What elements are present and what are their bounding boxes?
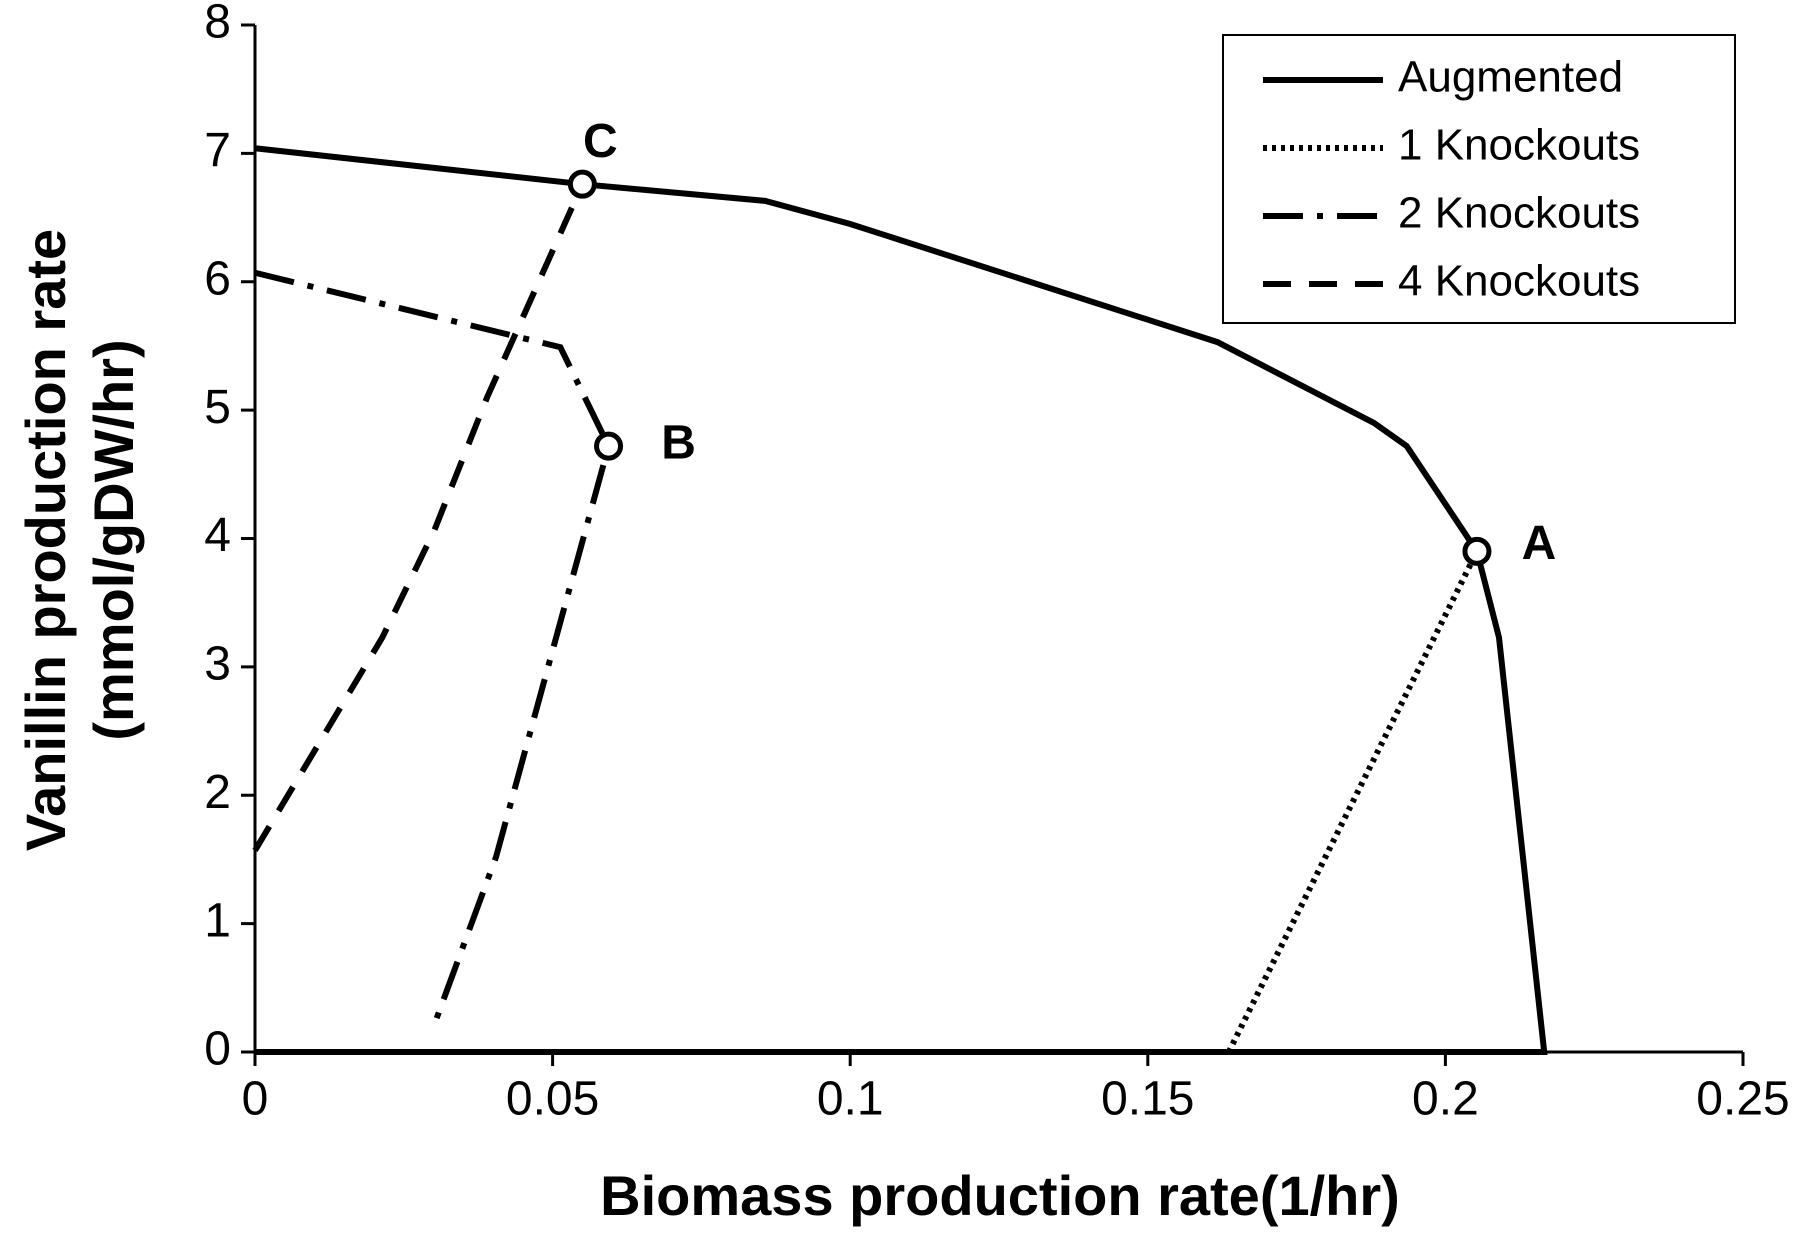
series-line [252, 182, 586, 852]
series-line [254, 269, 612, 1027]
y-axis-title: (mmol/gDW/hr) [82, 339, 145, 740]
series-line [1226, 550, 1480, 1054]
x-tick-label: 0.2 [1412, 1073, 1479, 1126]
y-tick-label: 4 [204, 509, 231, 562]
y-axis-title: Vanillin production rate [14, 229, 77, 851]
x-tick-label: 0.15 [1101, 1073, 1194, 1126]
x-axis-title: Biomass production rate(1/hr) [600, 1164, 1400, 1227]
x-tick-label: 0.05 [506, 1073, 599, 1126]
y-tick-label: 7 [204, 124, 231, 177]
y-tick-label: 6 [204, 252, 231, 305]
point-label: B [661, 417, 696, 470]
point-marker [567, 169, 597, 199]
y-tick-label: 8 [204, 0, 231, 49]
legend-label: 2 Knockouts [1398, 189, 1640, 238]
x-tick-label: 0.25 [1696, 1073, 1789, 1126]
x-tick-label: 0.1 [817, 1073, 884, 1126]
y-tick-label: 1 [204, 894, 231, 947]
y-tick-label: 2 [204, 766, 231, 819]
point-marker [1462, 536, 1492, 566]
y-tick-label: 5 [204, 381, 231, 434]
point-marker [594, 431, 624, 461]
y-tick-label: 3 [204, 638, 231, 691]
legend-label: 1 Knockouts [1398, 121, 1640, 170]
legend-label: Augmented [1398, 53, 1623, 102]
series-line [254, 145, 1548, 1055]
point-label: C [583, 115, 618, 168]
y-tick-label: 0 [204, 1023, 231, 1076]
legend-label: 4 Knockouts [1398, 257, 1640, 306]
point-label: A [1522, 517, 1557, 570]
x-tick-label: 0 [242, 1073, 269, 1126]
